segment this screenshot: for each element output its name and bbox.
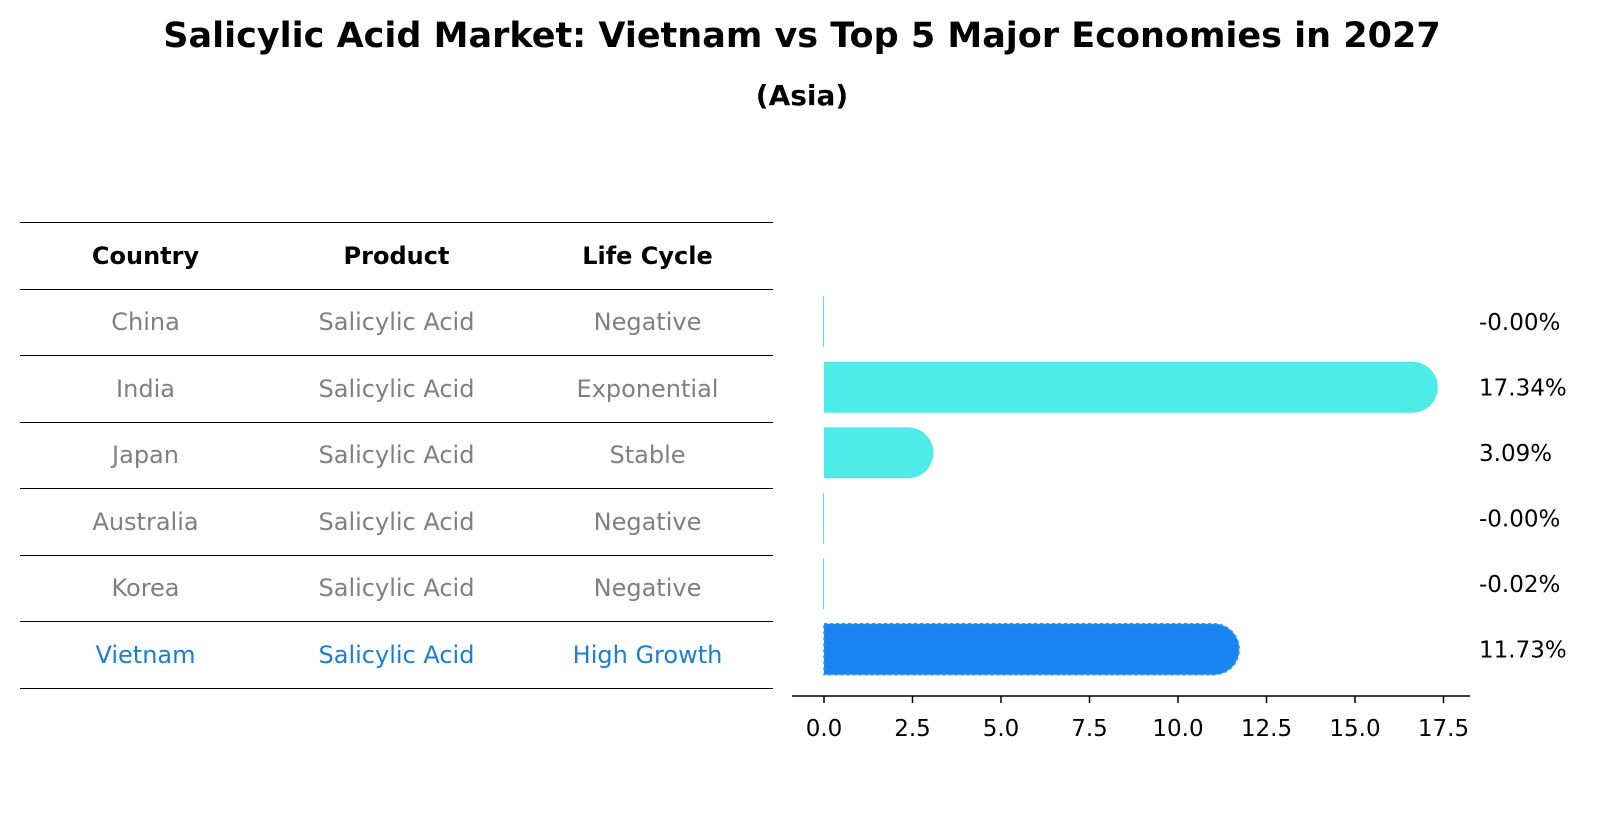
table-header-row: Country Product Life Cycle	[20, 222, 773, 289]
x-tick-label: 0.0	[806, 716, 843, 742]
product-cell: Salicylic Acid	[318, 640, 475, 669]
chart-subtitle: (Asia)	[755, 79, 849, 112]
header-country: Country	[91, 241, 200, 270]
x-tick-label: 2.5	[894, 716, 931, 742]
x-tick-label: 15.0	[1329, 716, 1380, 742]
country-cell: Korea	[111, 574, 180, 603]
table-row: Korea Salicylic Acid Negative	[20, 554, 773, 622]
header-life-cycle: Life Cycle	[582, 241, 713, 270]
table-row: China Salicylic Acid Negative	[20, 288, 773, 356]
bar	[824, 361, 1438, 413]
header-product: Product	[343, 241, 450, 270]
bar	[823, 558, 824, 610]
country-cell: Vietnam	[95, 640, 196, 669]
product-cell: Salicylic Acid	[318, 374, 475, 403]
table-row: Japan Salicylic Acid Stable	[20, 421, 773, 489]
life-cycle-cell: Negative	[593, 308, 702, 337]
x-tick-label: 10.0	[1152, 716, 1203, 742]
value-label: 11.73%	[1479, 637, 1567, 663]
life-cycle-cell: Exponential	[576, 374, 719, 403]
value-label: -0.00%	[1479, 506, 1560, 532]
product-cell: Salicylic Acid	[318, 507, 475, 536]
x-tick-label: 7.5	[1071, 716, 1108, 742]
product-cell: Salicylic Acid	[318, 308, 475, 337]
chart-title: Salicylic Acid Market: Vietnam vs Top 5 …	[163, 16, 1441, 56]
x-tick-label: 5.0	[983, 716, 1020, 742]
country-table: Country Product Life Cycle China Salicyl…	[20, 222, 773, 689]
product-cell: Salicylic Acid	[318, 441, 475, 470]
table-row: India Salicylic Acid Exponential	[20, 355, 773, 422]
country-cell: India	[116, 374, 175, 403]
life-cycle-cell: High Growth	[572, 640, 723, 669]
value-label: -0.02%	[1479, 572, 1560, 598]
value-label: -0.00%	[1479, 310, 1560, 336]
life-cycle-cell: Negative	[593, 507, 702, 536]
x-tick-label: 17.5	[1418, 716, 1469, 742]
bar	[824, 427, 934, 479]
country-cell: Japan	[112, 441, 179, 470]
value-label: 3.09%	[1479, 441, 1552, 467]
x-tick-label: 12.5	[1241, 716, 1292, 742]
country-cell: Australia	[92, 507, 199, 536]
life-cycle-cell: Negative	[593, 574, 702, 603]
bar-highlighted	[823, 623, 1240, 676]
value-label: 17.34%	[1479, 375, 1567, 401]
bar	[823, 492, 824, 544]
product-cell: Salicylic Acid	[318, 574, 475, 603]
life-cycle-cell: Stable	[609, 441, 686, 470]
table-row: Australia Salicylic Acid Negative	[20, 488, 773, 555]
table-row-highlighted: Vietnam Salicylic Acid High Growth	[20, 621, 773, 689]
bar	[823, 296, 824, 348]
country-cell: China	[111, 308, 180, 337]
